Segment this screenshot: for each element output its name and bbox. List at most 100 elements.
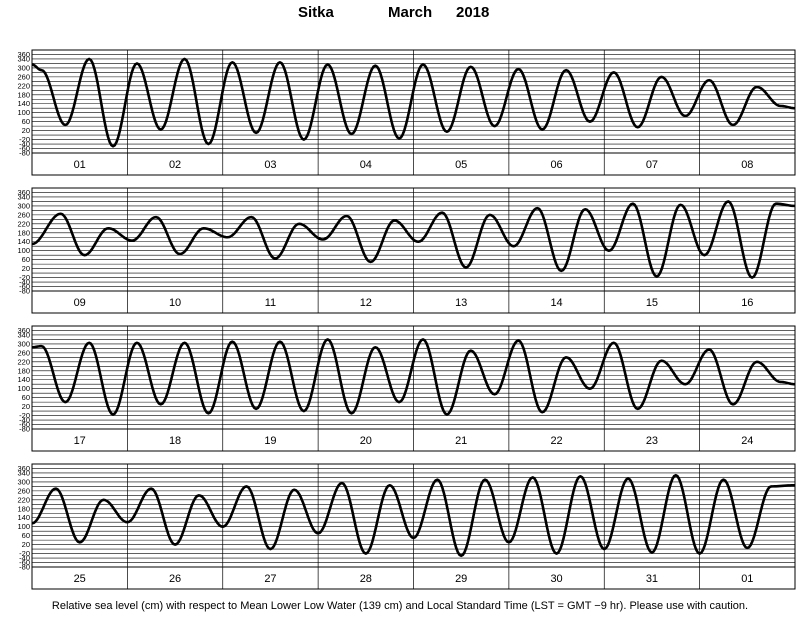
- y-tick-label: 360: [17, 464, 30, 473]
- day-label: 13: [455, 297, 467, 309]
- y-tick-label: 100: [17, 522, 30, 531]
- y-tick-label: -80: [19, 287, 30, 296]
- y-tick-label: 220: [17, 495, 30, 504]
- day-label: 25: [74, 573, 86, 585]
- y-tick-label: 140: [17, 99, 30, 108]
- y-tick-label: 60: [22, 255, 30, 264]
- y-tick-label: 140: [17, 375, 30, 384]
- y-tick-label: 220: [17, 81, 30, 90]
- y-tick-label: 140: [17, 237, 30, 246]
- tide-line: [31, 338, 796, 416]
- y-tick-label: 340: [17, 54, 30, 63]
- y-tick-label: 100: [17, 108, 30, 117]
- y-tick-label: 300: [17, 477, 30, 486]
- day-label: 26: [169, 573, 181, 585]
- day-label: 08: [741, 159, 753, 171]
- y-tick-label: 140: [17, 513, 30, 522]
- y-tick-label: 220: [17, 357, 30, 366]
- y-tick-label: -60: [19, 144, 30, 153]
- y-tick-label: 180: [17, 366, 30, 375]
- y-tick-label: 340: [17, 468, 30, 477]
- day-label: 23: [646, 435, 658, 447]
- panel-frame: [31, 49, 796, 176]
- day-label: 19: [264, 435, 276, 447]
- day-label: 21: [455, 435, 467, 447]
- y-tick-label: 340: [17, 192, 30, 201]
- day-label: 31: [646, 573, 658, 585]
- day-label: 09: [74, 297, 86, 309]
- y-tick-label: -80: [19, 149, 30, 158]
- day-label: 22: [550, 435, 562, 447]
- y-tick-label: 340: [17, 330, 30, 339]
- day-label: 24: [741, 435, 753, 447]
- day-label: 17: [74, 435, 86, 447]
- y-tick-label: 60: [22, 393, 30, 402]
- day-label: 01: [741, 573, 753, 585]
- y-tick-label: 60: [22, 117, 30, 126]
- y-tick-label: 60: [22, 531, 30, 540]
- year-title: 2018: [456, 4, 490, 21]
- y-tick-label: 180: [17, 228, 30, 237]
- y-tick-label: 300: [17, 201, 30, 210]
- y-tick-label: 220: [17, 219, 30, 228]
- y-tick-label: -20: [19, 135, 30, 144]
- y-tick-label: 20: [22, 402, 30, 411]
- title-row: Sitka March 2018: [0, 4, 800, 26]
- day-label: 10: [169, 297, 181, 309]
- day-label: 11: [265, 297, 276, 309]
- y-tick-label: -80: [19, 563, 30, 572]
- y-tick-label: 260: [17, 210, 30, 219]
- panel-4: 3603403002602201801401006020-20-40-60-80…: [17, 463, 796, 590]
- day-label: 06: [550, 159, 562, 171]
- y-tick-label: -80: [19, 425, 30, 434]
- day-label: 20: [360, 435, 372, 447]
- tide-chart: 3603403002602201801401006020-20-40-60-80…: [17, 49, 796, 590]
- y-tick-label: 20: [22, 264, 30, 273]
- y-tick-label: -40: [19, 554, 30, 563]
- station-title: Sitka: [298, 4, 334, 21]
- panel-1: 3603403002602201801401006020-20-40-60-80…: [17, 49, 796, 176]
- day-label: 02: [169, 159, 181, 171]
- day-label: 03: [264, 159, 276, 171]
- day-label: 18: [169, 435, 181, 447]
- y-tick-label: 360: [17, 188, 30, 197]
- y-tick-label: 300: [17, 339, 30, 348]
- y-tick-label: -60: [19, 558, 30, 567]
- day-label: 29: [455, 573, 467, 585]
- day-label: 30: [550, 573, 562, 585]
- tide-line: [31, 473, 796, 558]
- tide-line: [31, 200, 796, 279]
- day-label: 15: [646, 297, 658, 309]
- footer-caption: Relative sea level (cm) with respect to …: [51, 600, 749, 612]
- y-tick-label: -20: [19, 549, 30, 558]
- y-tick-label: 180: [17, 90, 30, 99]
- y-tick-label: 360: [17, 50, 30, 59]
- panel-frame: [31, 187, 796, 314]
- y-tick-label: -40: [19, 140, 30, 149]
- y-tick-label: 260: [17, 72, 30, 81]
- y-tick-label: 20: [22, 126, 30, 135]
- day-label: 01: [74, 159, 86, 171]
- month-title: March: [388, 4, 433, 21]
- y-tick-label: -40: [19, 278, 30, 287]
- day-label: 05: [455, 159, 467, 171]
- day-label: 16: [741, 297, 753, 309]
- day-label: 14: [550, 297, 562, 309]
- y-tick-label: -20: [19, 411, 30, 420]
- y-tick-label: -60: [19, 282, 30, 291]
- y-tick-label: 100: [17, 246, 30, 255]
- panel-2: 3603403002602201801401006020-20-40-60-80…: [17, 187, 796, 314]
- y-tick-label: 260: [17, 486, 30, 495]
- y-tick-label: -60: [19, 420, 30, 429]
- y-tick-label: 360: [17, 326, 30, 335]
- day-label: 28: [360, 573, 372, 585]
- day-label: 04: [360, 159, 372, 171]
- panel-frame: [31, 463, 796, 590]
- y-tick-label: 20: [22, 540, 30, 549]
- y-tick-label: 300: [17, 63, 30, 72]
- tide-line: [31, 57, 796, 148]
- y-tick-label: 180: [17, 504, 30, 513]
- panel-3: 3603403002602201801401006020-20-40-60-80…: [17, 325, 796, 452]
- day-label: 12: [360, 297, 372, 309]
- day-label: 27: [264, 573, 276, 585]
